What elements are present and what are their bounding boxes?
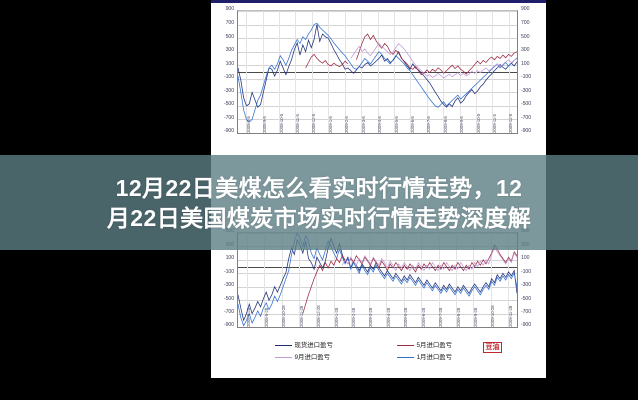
y-tick-label: -500 — [521, 102, 545, 107]
x-tick-label: 2009-8-28 — [457, 308, 462, 327]
x-tick-label: 2009-6-5 — [411, 116, 416, 133]
y-tick-label: 300 — [211, 48, 234, 53]
y-tick-label: -700 — [211, 116, 234, 121]
legend-label: 1月进口盈亏 — [417, 354, 453, 361]
legend-item[interactable]: 1月进口盈亏 — [397, 354, 452, 361]
x-tick-label: 2008-11-28 — [300, 306, 305, 327]
x-tick-label: 2009-12-5 — [509, 114, 514, 133]
y-tick-label: -500 — [521, 297, 545, 302]
x-tick-label: 2009-2-5 — [345, 116, 350, 133]
legend-color-swatch — [397, 345, 414, 347]
y-tick-label: -100 — [521, 75, 545, 80]
y-tick-label: -100 — [211, 270, 234, 275]
x-tick-label: 2009-5-5 — [395, 116, 400, 133]
series-line — [238, 25, 517, 108]
y-tick-label: 700 — [211, 21, 234, 26]
y-tick-label: -700 — [521, 116, 545, 121]
legend-label: 9月进口盈亏 — [295, 354, 331, 361]
x-tick-label: 2009-7-28 — [439, 308, 444, 327]
x-tick-label: 2009-8-5 — [444, 116, 449, 133]
y-tick-label: 300 — [521, 48, 545, 53]
y-tick-label: -700 — [521, 310, 545, 315]
legend-item[interactable]: 现货进口盈亏 — [275, 342, 333, 349]
y-tick-label: 100 — [521, 256, 545, 261]
legend-item[interactable]: 5月进口盈亏 — [397, 342, 452, 349]
y-tick-label: 500 — [211, 35, 234, 40]
x-tick-label: 2008-9-5 — [263, 116, 268, 133]
x-tick-label: 2009-3-28 — [369, 308, 374, 327]
legend-label: 5月进口盈亏 — [417, 342, 453, 349]
y-tick-label: -100 — [521, 270, 545, 275]
x-tick-label: 2008-11-5 — [296, 114, 301, 133]
x-tick-label: 2008-8-5 — [247, 116, 252, 133]
y-tick-label: 500 — [521, 35, 545, 40]
y-tick-label: -900 — [521, 323, 545, 328]
y-tick-label: -900 — [521, 129, 545, 134]
soybean-oil-callout: 豆油 — [483, 342, 502, 353]
y-tick-label: -300 — [521, 89, 545, 94]
x-tick-label: 2009-10-5 — [477, 114, 482, 133]
y-tick-label: -500 — [211, 297, 234, 302]
series-line — [342, 248, 517, 271]
y-tick-label: -500 — [211, 102, 234, 107]
sheet-top-rule — [211, 0, 546, 3]
y-tick-label: -900 — [211, 129, 234, 134]
x-tick-label: 2008-12-28 — [317, 306, 322, 328]
x-tick-label: 2008-9-28 — [265, 308, 270, 327]
x-tick-label: 2009-9-5 — [460, 116, 465, 133]
x-tick-label: 2009-9-28 — [474, 308, 479, 327]
gridline — [238, 133, 517, 134]
y-tick-label: 900 — [521, 7, 545, 12]
y-tick-label: -300 — [211, 89, 234, 94]
x-tick-label: 2009-11-5 — [493, 114, 498, 133]
x-tick-label: 2009-5-28 — [404, 308, 409, 327]
letterbox-bottom — [0, 378, 638, 400]
headline-line-2: 月22日美国煤炭市场实时行情走势深度解 — [107, 203, 531, 233]
y-tick-label: 100 — [211, 256, 234, 261]
series-line — [351, 44, 517, 79]
screenshot-stage: 900 700 500 300 100 -100 -300 -500 -700 -900 900 7… — [0, 0, 638, 400]
y-tick-label: -300 — [211, 283, 234, 288]
x-tick-label: 2009-10-28 — [491, 306, 496, 328]
x-tick-label: 2009-1-28 — [335, 308, 340, 327]
x-tick-label: 2008-12-5 — [312, 114, 317, 133]
x-tick-label: 2009-1-5 — [329, 116, 334, 133]
y-tick-label: 900 — [211, 7, 234, 12]
legend-color-swatch — [397, 357, 414, 359]
x-tick-label: 2009-2-28 — [352, 308, 357, 327]
x-tick-label: 2009-4-28 — [387, 308, 392, 327]
x-tick-label: 2008-10-28 — [282, 306, 287, 328]
x-tick-label: 2009-6-28 — [422, 308, 427, 327]
y-tick-label: -700 — [211, 310, 234, 315]
x-tick-label: 2009-4-5 — [378, 116, 383, 133]
x-tick-label: 2008-8-28 — [247, 308, 252, 327]
y-tick-label: -100 — [211, 75, 234, 80]
gridline — [238, 327, 517, 328]
y-tick-label: -900 — [211, 323, 234, 328]
y-tick-label: 700 — [521, 21, 545, 26]
legend-label: 现货进口盈亏 — [295, 342, 333, 349]
legend-item[interactable]: 9月进口盈亏 — [275, 354, 330, 361]
y-tick-label: 100 — [521, 62, 545, 67]
legend-color-swatch — [275, 345, 292, 347]
headline-text-group: 12月22日美煤怎么看实时行情走势，12 月22日美国煤炭市场实时行情走势深度解 — [0, 155, 638, 250]
top-chart-panel: 900 700 500 300 100 -100 -300 -500 -700 -900 900 7… — [211, 4, 546, 159]
y-tick-label: -300 — [521, 283, 545, 288]
x-tick-label: 2009-3-5 — [362, 116, 367, 133]
x-tick-label: 2008-10-5 — [280, 114, 285, 133]
x-tick-label: 2009-7-5 — [427, 116, 432, 133]
legend-color-swatch — [275, 357, 292, 359]
y-tick-label: 100 — [211, 62, 234, 67]
x-tick-label: 2009-11-28 — [509, 306, 514, 327]
headline-line-1: 12月22日美煤怎么看实时行情走势，12 — [116, 173, 523, 203]
